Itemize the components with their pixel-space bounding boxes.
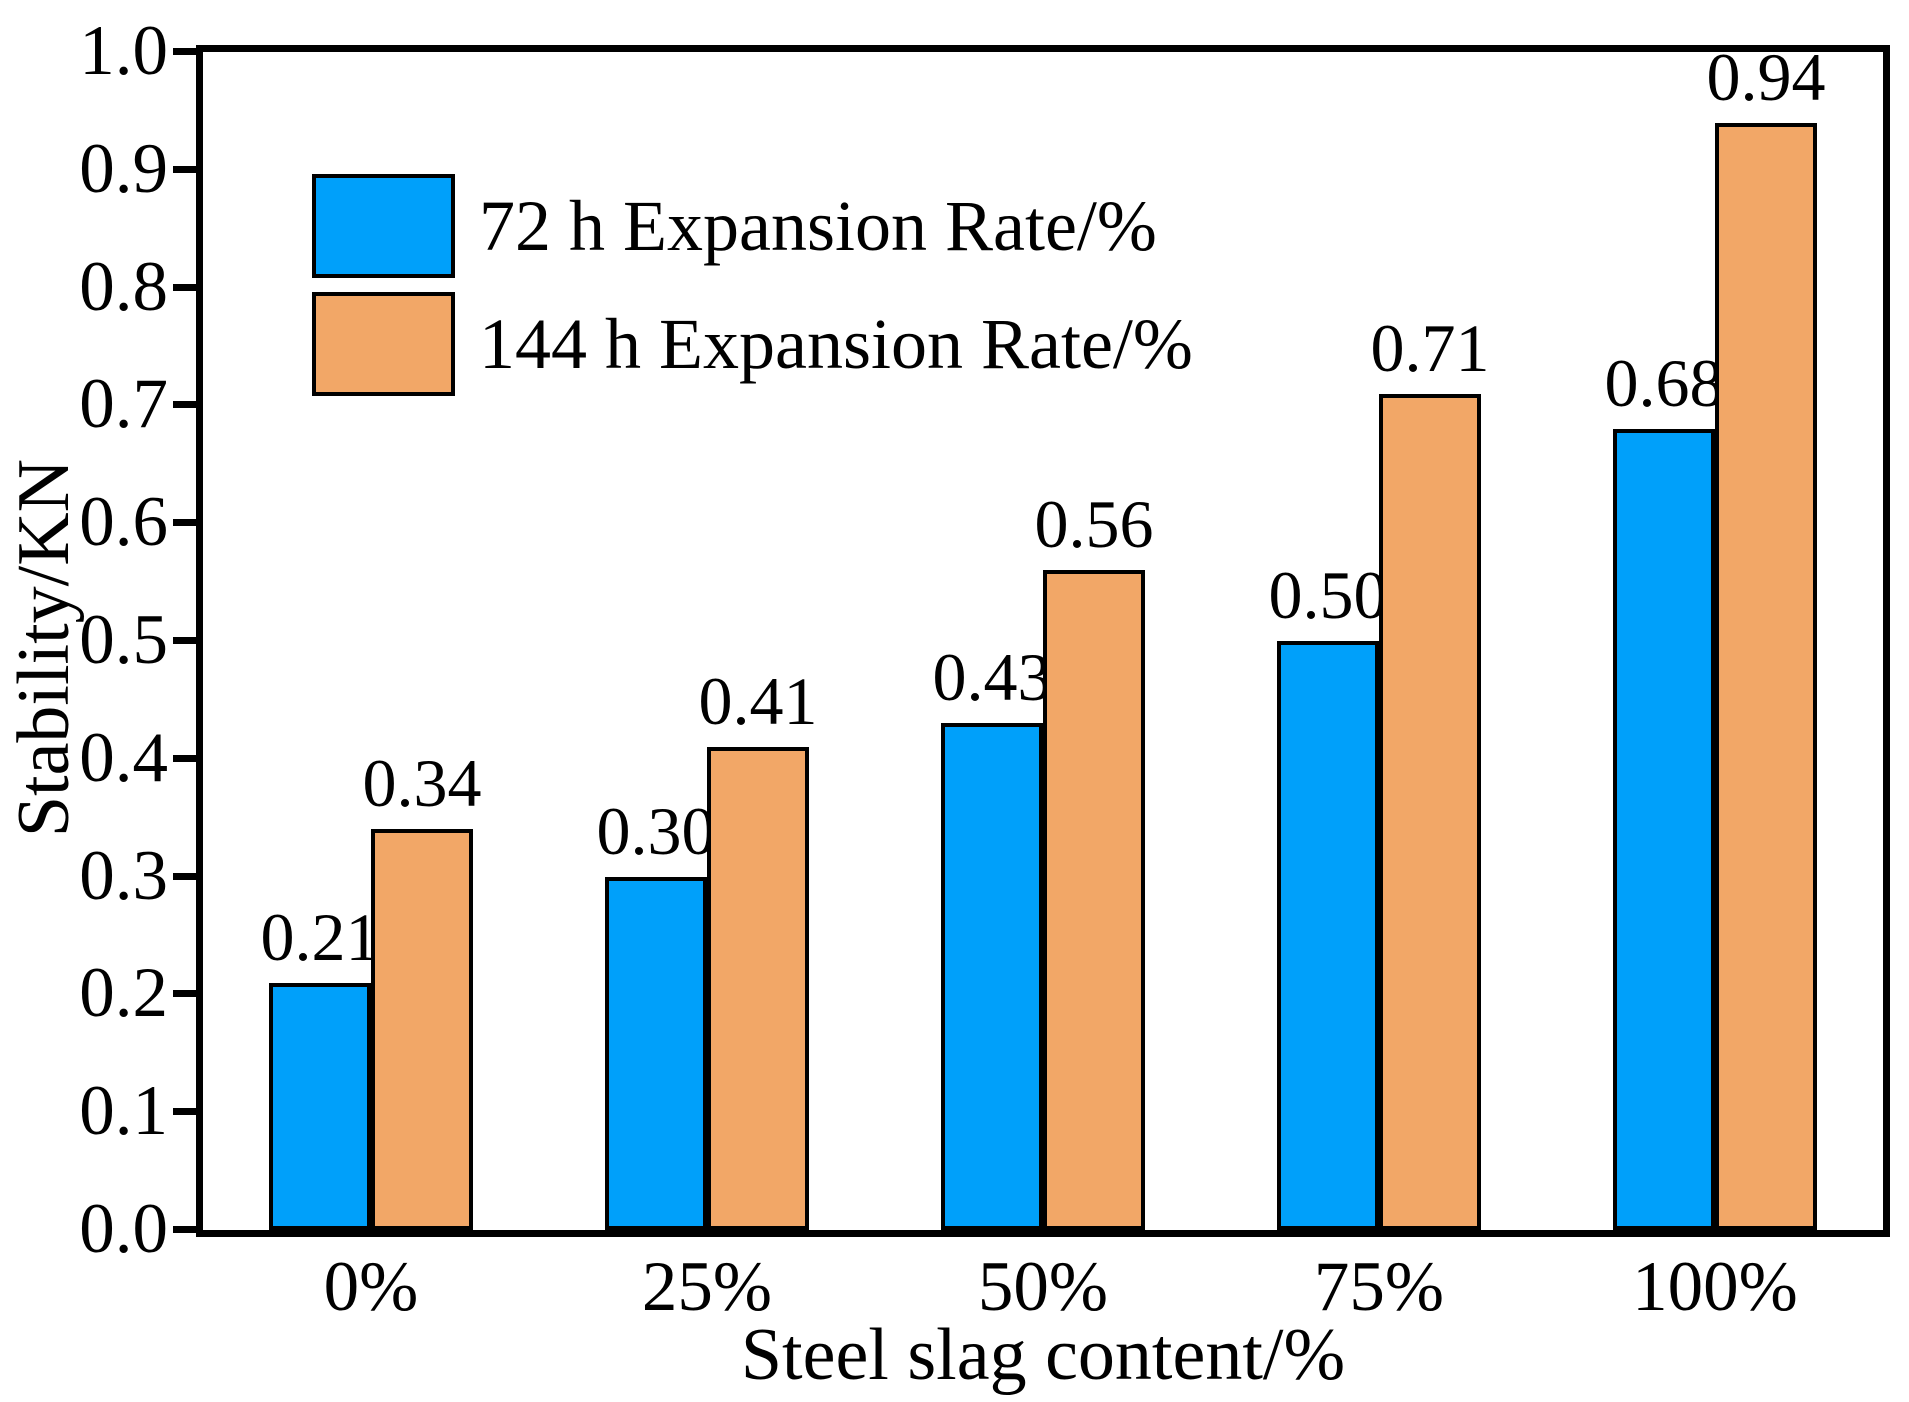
y-tick-label-0.3: 0.3 bbox=[79, 836, 168, 915]
y-tick-mark-0.9 bbox=[173, 165, 197, 173]
y-tick-label-0.2: 0.2 bbox=[79, 954, 168, 1033]
x-tick-label-25%: 25% bbox=[641, 1248, 773, 1326]
y-tick-mark-1.0 bbox=[173, 48, 197, 55]
y-tick-mark-0.7 bbox=[173, 401, 197, 409]
value-label-144h-25%: 0.41 bbox=[698, 663, 818, 740]
y-tick-mark-0.3 bbox=[173, 872, 197, 880]
value-label-144h-0%: 0.34 bbox=[362, 745, 482, 822]
legend-label-72h: 72 h Expansion Rate/% bbox=[479, 186, 1157, 266]
y-tick-label-0.4: 0.4 bbox=[79, 718, 168, 797]
bar-72h-50% bbox=[941, 723, 1043, 1230]
y-tick-mark-0.4 bbox=[173, 754, 197, 762]
bar-72h-0% bbox=[269, 982, 371, 1230]
y-tick-mark-0.2 bbox=[173, 990, 197, 998]
y-tick-mark-0.8 bbox=[173, 283, 197, 291]
y-tick-mark-0.5 bbox=[173, 637, 197, 644]
x-tick-label-100%: 100% bbox=[1632, 1248, 1798, 1326]
y-tick-label-0.8: 0.8 bbox=[79, 247, 168, 326]
value-label-144h-50%: 0.56 bbox=[1034, 486, 1154, 563]
x-tick-label-75%: 75% bbox=[1313, 1248, 1445, 1326]
y-tick-label-0.1: 0.1 bbox=[79, 1072, 168, 1151]
x-axis-title: Steel slag content/% bbox=[740, 1314, 1346, 1396]
y-tick-label-0.9: 0.9 bbox=[79, 129, 168, 208]
value-label-72h-100%: 0.68 bbox=[1604, 344, 1724, 421]
bar-144h-25% bbox=[707, 747, 809, 1230]
y-tick-label-0.0: 0.0 bbox=[79, 1190, 168, 1268]
legend-row-144h: 144 h Expansion Rate/% bbox=[312, 292, 1193, 396]
value-label-72h-25%: 0.30 bbox=[596, 792, 716, 869]
bar-144h-50% bbox=[1043, 570, 1145, 1230]
legend-swatch-144h-icon bbox=[312, 292, 455, 396]
y-tick-label-0.7: 0.7 bbox=[79, 365, 168, 444]
bar-72h-25% bbox=[605, 876, 707, 1230]
legend-row-72h: 72 h Expansion Rate/% bbox=[312, 174, 1193, 278]
bar-144h-0% bbox=[371, 829, 473, 1230]
value-label-144h-75%: 0.71 bbox=[1370, 309, 1490, 386]
value-label-72h-50%: 0.43 bbox=[932, 639, 1052, 716]
legend: 72 h Expansion Rate/% 144 h Expansion Ra… bbox=[312, 174, 1193, 396]
bar-72h-75% bbox=[1277, 641, 1379, 1230]
bar-144h-100% bbox=[1715, 122, 1817, 1230]
x-tick-label-50%: 50% bbox=[977, 1248, 1109, 1326]
y-tick-mark-0.0 bbox=[173, 1226, 197, 1233]
legend-label-144h: 144 h Expansion Rate/% bbox=[479, 304, 1193, 384]
y-tick-label-0.6: 0.6 bbox=[79, 483, 168, 562]
y-tick-label-0.5: 0.5 bbox=[79, 601, 168, 679]
bar-72h-100% bbox=[1613, 428, 1715, 1230]
value-label-144h-100%: 0.94 bbox=[1706, 38, 1826, 115]
y-tick-mark-0.1 bbox=[173, 1108, 197, 1116]
value-label-72h-0%: 0.21 bbox=[260, 898, 380, 975]
x-tick-label-0%: 0% bbox=[323, 1248, 419, 1326]
legend-swatch-72h-icon bbox=[312, 174, 455, 278]
value-label-72h-75%: 0.50 bbox=[1268, 557, 1388, 633]
y-tick-label-1.0: 1.0 bbox=[79, 12, 168, 90]
plot-area: 72 h Expansion Rate/% 144 h Expansion Ra… bbox=[196, 43, 1890, 1237]
y-tick-mark-0.6 bbox=[173, 519, 197, 527]
bar-144h-75% bbox=[1379, 393, 1481, 1230]
